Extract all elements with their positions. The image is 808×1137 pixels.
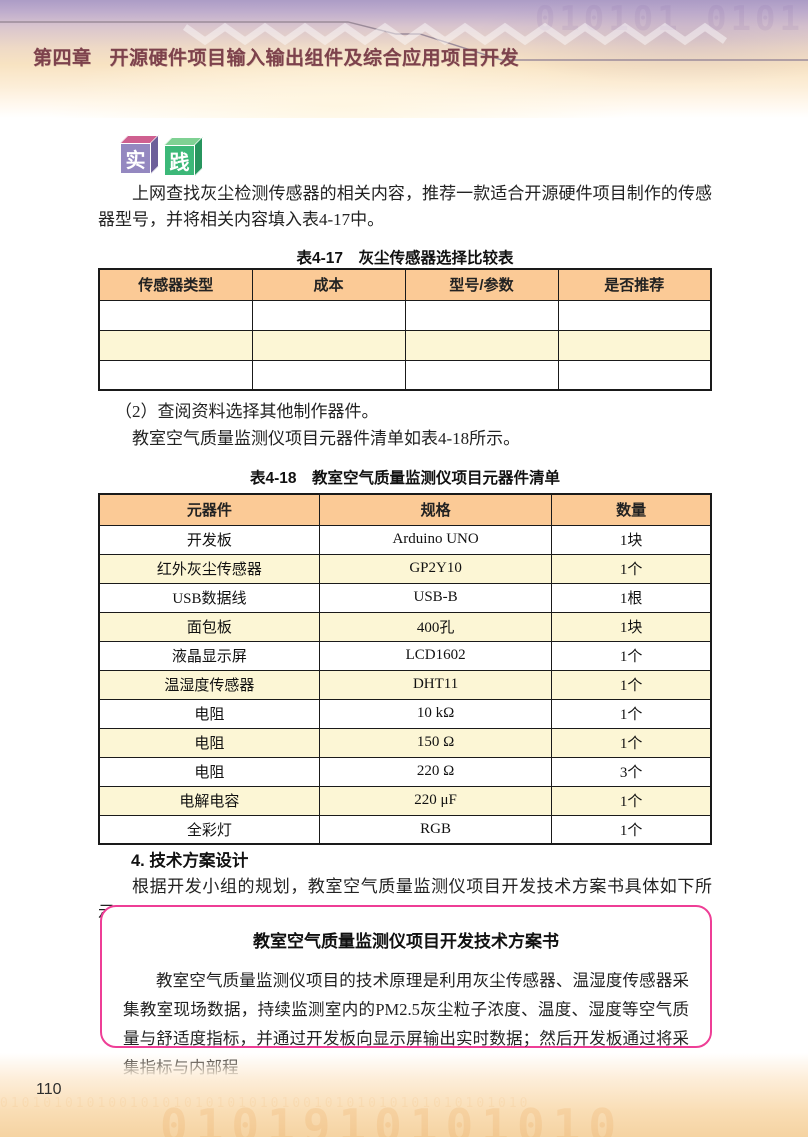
chapter-number: 第四章	[33, 48, 92, 69]
chapter-title: 第四章 开源硬件项目输入输出组件及综合应用项目开发	[33, 43, 519, 70]
qty-cell: 1个	[551, 698, 712, 729]
header-band: 010101 0101 第四章 开源硬件项目输入输出组件及综合应用项目开发	[0, 0, 808, 118]
empty-cell	[557, 299, 712, 331]
step2-line2: 教室空气质量监测仪项目元器件清单如表4-18所示。	[132, 429, 521, 448]
qty-cell: 1个	[551, 785, 712, 816]
binary-digits-decoration: 010101 0101	[534, 2, 804, 39]
qty-cell: 1块	[551, 611, 712, 642]
spec-cell: 400孔	[318, 611, 553, 642]
table-row: 电阻 220 Ω 3个	[98, 756, 712, 787]
table-4-18-caption: 表4-18 教室空气质量监测仪项目元器件清单	[249, 470, 561, 487]
table-row: 全彩灯 RGB 1个	[98, 814, 712, 845]
binary-digits-decoration: 0101010101001010101010101010010101010101…	[0, 1096, 531, 1111]
component-cell: USB数据线	[98, 582, 320, 613]
qty-cell: 1根	[551, 582, 712, 613]
table-4-17-caption: 表4-17 灰尘传感器选择比较表	[296, 250, 514, 267]
column-header: 型号/参数	[404, 268, 559, 301]
spec-cell: GP2Y10	[318, 553, 553, 584]
spec-cell: USB-B	[318, 582, 553, 613]
spec-cell: 10 kΩ	[318, 698, 553, 729]
technical-plan-box: 教室空气质量监测仪项目开发技术方案书 教室空气质量监测仪项目的技术原理是利用灰尘…	[100, 905, 712, 1077]
badge-char-left: 实	[120, 143, 151, 174]
component-cell: 面包板	[98, 611, 320, 642]
table-row: 温湿度传感器 DHT11 1个	[98, 669, 712, 700]
empty-cell	[404, 329, 559, 361]
chapter-name: 开源硬件项目输入输出组件及综合应用项目开发	[109, 48, 520, 69]
qty-cell: 1块	[551, 524, 712, 555]
page-number: 110	[36, 1081, 62, 1098]
table-row: 开发板 Arduino UNO 1块	[98, 524, 712, 555]
table-header-row: 传感器类型 成本 型号/参数 是否推荐	[98, 268, 712, 301]
component-cell: 红外灰尘传感器	[98, 553, 320, 584]
header-glow-decoration	[0, 0, 808, 118]
qty-cell: 1个	[551, 727, 712, 758]
table-row: 面包板 400孔 1块	[98, 611, 712, 642]
table-4-18: 元器件 规格 数量 开发板 Arduino UNO 1块 红外灰尘传感器 GP2…	[98, 493, 712, 845]
qty-cell: 1个	[551, 640, 712, 671]
practice-cube-icon: 践	[164, 136, 206, 178]
column-header: 是否推荐	[557, 268, 712, 301]
qty-cell: 1个	[551, 553, 712, 584]
empty-cell	[251, 299, 406, 331]
spec-cell: RGB	[318, 814, 553, 845]
component-cell: 电阻	[98, 756, 320, 787]
section-4-heading: 4. 技术方案设计	[131, 852, 249, 870]
column-header: 规格	[318, 493, 553, 526]
spec-cell: Arduino UNO	[318, 524, 553, 555]
empty-cell	[98, 329, 253, 361]
qty-cell: 3个	[551, 756, 712, 787]
table-row: 液晶显示屏 LCD1602 1个	[98, 640, 712, 671]
qty-cell: 1个	[551, 669, 712, 700]
header-rule-decoration	[0, 21, 808, 61]
intro-paragraph: 上网查找灰尘检测传感器的相关内容，推荐一款适合开源硬件项目制作的传感器型号，并将…	[98, 184, 712, 229]
empty-cell	[251, 329, 406, 361]
component-cell: 电阻	[98, 698, 320, 729]
table-row	[98, 359, 712, 391]
table-4-17: 传感器类型 成本 型号/参数 是否推荐	[98, 268, 712, 391]
table-header-row: 元器件 规格 数量	[98, 493, 712, 526]
spec-cell: 220 μF	[318, 785, 553, 816]
empty-cell	[98, 359, 253, 391]
step2-line1: （2）查阅资料选择其他制作器件。	[115, 402, 379, 421]
practice-cube-icon: 实	[120, 134, 162, 176]
component-cell: 开发板	[98, 524, 320, 555]
badge-char-right: 践	[164, 145, 195, 176]
table-row: 电阻 150 Ω 1个	[98, 727, 712, 758]
qty-cell: 1个	[551, 814, 712, 845]
table-row: 电解电容 220 μF 1个	[98, 785, 712, 816]
component-cell: 温湿度传感器	[98, 669, 320, 700]
empty-cell	[557, 359, 712, 391]
table-row: USB数据线 USB-B 1根	[98, 582, 712, 613]
column-header: 元器件	[98, 493, 320, 526]
spec-cell: 220 Ω	[318, 756, 553, 787]
empty-cell	[98, 299, 253, 331]
empty-cell	[557, 329, 712, 361]
component-cell: 全彩灯	[98, 814, 320, 845]
column-header: 数量	[551, 493, 712, 526]
empty-cell	[251, 359, 406, 391]
practice-badge: 实 践	[120, 134, 216, 178]
spec-cell: LCD1602	[318, 640, 553, 671]
binary-digits-decoration: 0101910101010	[160, 1099, 625, 1137]
component-cell: 液晶显示屏	[98, 640, 320, 671]
column-header: 成本	[251, 268, 406, 301]
spec-cell: 150 Ω	[318, 727, 553, 758]
component-cell: 电解电容	[98, 785, 320, 816]
plan-box-title: 教室空气质量监测仪项目开发技术方案书	[253, 932, 559, 951]
spec-cell: DHT11	[318, 669, 553, 700]
component-cell: 电阻	[98, 727, 320, 758]
table-row: 红外灰尘传感器 GP2Y10 1个	[98, 553, 712, 584]
table-row	[98, 329, 712, 361]
column-header: 传感器类型	[98, 268, 253, 301]
empty-cell	[404, 359, 559, 391]
table-row: 电阻 10 kΩ 1个	[98, 698, 712, 729]
table-row	[98, 299, 712, 331]
empty-cell	[404, 299, 559, 331]
footer-band: 0101910101010 01010101010010101010101010…	[0, 1053, 808, 1137]
